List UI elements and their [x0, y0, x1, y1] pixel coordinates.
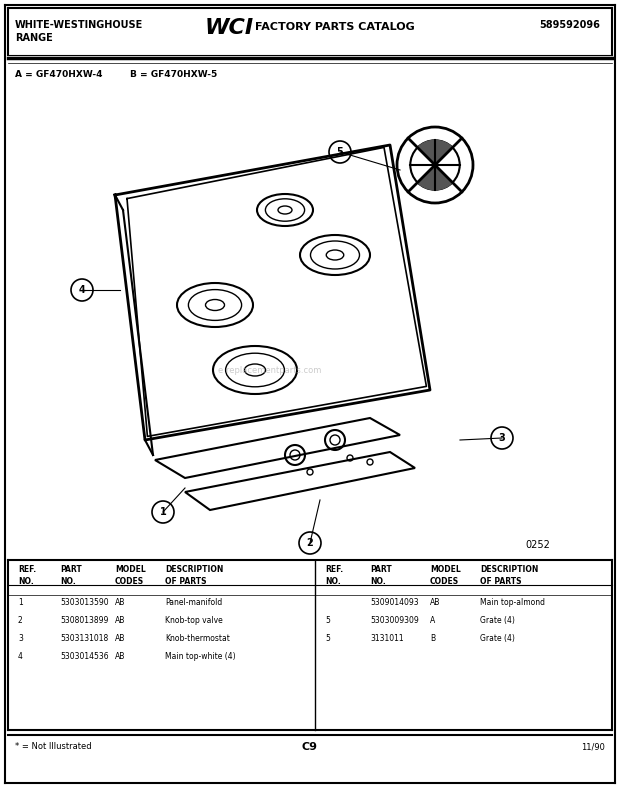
- Text: * = Not Illustrated: * = Not Illustrated: [15, 742, 92, 751]
- Text: A: A: [430, 616, 435, 625]
- Text: MODEL
CODES: MODEL CODES: [115, 565, 146, 585]
- Text: e replacementparts.com: e replacementparts.com: [218, 365, 322, 375]
- Text: Main top-white (4): Main top-white (4): [165, 652, 236, 661]
- Text: 5: 5: [337, 147, 343, 157]
- Polygon shape: [417, 165, 453, 189]
- Text: 11/90: 11/90: [581, 742, 605, 751]
- Text: AB: AB: [430, 598, 440, 607]
- Text: MODEL
CODES: MODEL CODES: [430, 565, 461, 585]
- Text: Panel-manifold: Panel-manifold: [165, 598, 222, 607]
- Text: C9: C9: [302, 742, 318, 752]
- Text: DESCRIPTION
OF PARTS: DESCRIPTION OF PARTS: [480, 565, 538, 585]
- Text: WHITE-WESTINGHOUSE: WHITE-WESTINGHOUSE: [15, 20, 143, 30]
- Text: 2: 2: [307, 538, 313, 548]
- Text: 5: 5: [325, 634, 330, 643]
- Text: A = GF470HXW-4: A = GF470HXW-4: [15, 70, 102, 79]
- Text: 3: 3: [18, 634, 23, 643]
- Text: 5308013899: 5308013899: [60, 616, 108, 625]
- Text: REF.
NO.: REF. NO.: [18, 565, 36, 585]
- Text: 5303131018: 5303131018: [60, 634, 108, 643]
- Text: 5303013590: 5303013590: [60, 598, 108, 607]
- Text: 0252: 0252: [525, 540, 550, 550]
- Text: Knob-top valve: Knob-top valve: [165, 616, 223, 625]
- Text: FACTORY PARTS CATALOG: FACTORY PARTS CATALOG: [255, 22, 415, 32]
- Circle shape: [299, 532, 321, 554]
- Text: 5309014093: 5309014093: [370, 598, 418, 607]
- Text: PART
NO.: PART NO.: [370, 565, 392, 585]
- Text: 1: 1: [18, 598, 23, 607]
- Text: 5303014536: 5303014536: [60, 652, 108, 661]
- Text: AB: AB: [115, 634, 125, 643]
- Circle shape: [152, 501, 174, 523]
- Text: Knob-thermostat: Knob-thermostat: [165, 634, 230, 643]
- Text: AB: AB: [115, 616, 125, 625]
- Text: B = GF470HXW-5: B = GF470HXW-5: [130, 70, 217, 79]
- Text: 589592096: 589592096: [539, 20, 600, 30]
- Text: Grate (4): Grate (4): [480, 634, 515, 643]
- Circle shape: [329, 141, 351, 163]
- Text: REF.
NO.: REF. NO.: [325, 565, 343, 585]
- Circle shape: [71, 279, 93, 301]
- Text: 2: 2: [18, 616, 23, 625]
- Text: RANGE: RANGE: [15, 33, 53, 43]
- Text: 3131011: 3131011: [370, 634, 404, 643]
- Text: DESCRIPTION
OF PARTS: DESCRIPTION OF PARTS: [165, 565, 223, 585]
- Text: PART
NO.: PART NO.: [60, 565, 82, 585]
- Text: WCI: WCI: [205, 18, 254, 38]
- Text: 1: 1: [159, 507, 166, 517]
- Text: Main top-almond: Main top-almond: [480, 598, 545, 607]
- Circle shape: [491, 427, 513, 449]
- Text: AB: AB: [115, 598, 125, 607]
- Text: 4: 4: [79, 285, 86, 295]
- Text: 5303009309: 5303009309: [370, 616, 418, 625]
- Polygon shape: [417, 140, 453, 165]
- Text: B: B: [430, 634, 435, 643]
- Text: 3: 3: [498, 433, 505, 443]
- Text: 4: 4: [18, 652, 23, 661]
- Text: AB: AB: [115, 652, 125, 661]
- Text: 5: 5: [325, 616, 330, 625]
- Text: Grate (4): Grate (4): [480, 616, 515, 625]
